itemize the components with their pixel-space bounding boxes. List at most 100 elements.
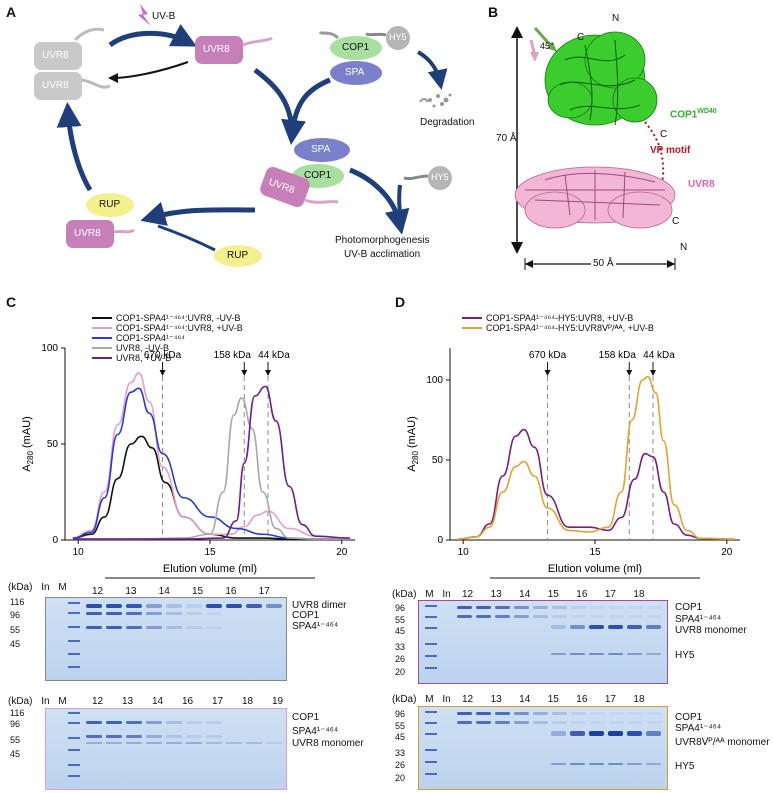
ladder-band — [425, 605, 437, 607]
fraction-number: 12 — [92, 696, 104, 707]
fraction-number: 13 — [122, 696, 134, 707]
ladder-band — [425, 616, 437, 618]
gel-band — [590, 712, 605, 715]
uvr8-monomer-label: UVR8 — [203, 44, 230, 55]
gel-d2-image — [418, 706, 668, 790]
gel-c2-header: (kDa) In M — [8, 697, 67, 707]
ladder-band — [68, 640, 80, 642]
gel-band — [533, 606, 548, 609]
fraction-number: 16 — [576, 589, 588, 600]
gel-band — [514, 721, 529, 724]
ladder-band — [68, 737, 80, 739]
gel-band — [646, 653, 661, 655]
uvr8-dimer-bottom-label: UVR8 — [42, 80, 69, 91]
mw-marker-label: 45 — [395, 732, 406, 742]
gel-band — [146, 735, 162, 738]
fraction-number: 17 — [604, 694, 616, 705]
gel-band — [206, 742, 222, 744]
n-terminus-top: N — [612, 13, 620, 24]
mw-marker-label: 116 — [10, 597, 25, 607]
panel-label-d: D — [395, 294, 406, 310]
gel-band — [166, 626, 182, 629]
gel-band — [86, 612, 102, 615]
gel-d1-header: (kDa) M In — [392, 590, 451, 600]
complex-cop1-label: COP1 — [304, 170, 332, 181]
gel-band — [126, 604, 142, 608]
degradation-fragments-icon — [419, 93, 452, 108]
dimension-vertical-label: 70 Å — [496, 133, 517, 144]
legend-entry: COP1-SPA4¹⁻⁴⁶⁴-HY5:UVR8ᐯᴾ/ᴬᴬ, +UV-B — [462, 323, 654, 333]
ladder-band — [68, 612, 80, 614]
gel-band — [186, 721, 202, 724]
gel-band — [86, 626, 102, 629]
ladder-band — [425, 711, 437, 713]
cop1-oval — [330, 36, 382, 60]
gel-band — [86, 721, 102, 724]
series-line-3 — [72, 397, 350, 540]
legend-label: COP1-SPA4¹⁻⁴⁶⁴-HY5:UVR8ᐯᴾ/ᴬᴬ, +UV-B — [486, 322, 654, 333]
ladder-band — [68, 602, 80, 604]
legend-label: UVR8, +UV-B — [116, 353, 172, 363]
gel-band — [146, 742, 162, 744]
gel-band — [206, 626, 222, 629]
chart-c: 10 15 20 0 50 100 670 kDa 158 kDa 44 kDa A280 (mA… — [21, 343, 355, 579]
gel-band — [457, 615, 472, 618]
gel-d1-image — [418, 600, 668, 684]
mw-marker-label: 26 — [395, 760, 406, 770]
uvr8-cycle-diagram — [34, 4, 452, 267]
panel-label-b: B — [488, 4, 499, 20]
legend-swatch — [92, 357, 112, 359]
complex-spa-oval — [294, 138, 350, 162]
band-label: UVR8 monomer — [675, 625, 747, 636]
fraction-number: 18 — [242, 696, 254, 707]
gel-band — [106, 604, 122, 608]
gel-band — [106, 612, 122, 615]
gel-band — [589, 731, 604, 736]
gel-band — [206, 604, 222, 608]
y-tick-label: 50 — [432, 455, 444, 466]
fraction-number: 14 — [158, 586, 170, 597]
gel-band — [646, 763, 661, 765]
gel-band — [495, 712, 510, 715]
uvb-lightning-icon — [138, 4, 151, 26]
gel-band — [647, 615, 662, 618]
band-label: SPA4¹⁻⁴⁶⁴ — [675, 723, 722, 734]
legend-label: UVR8, -UV-B — [116, 343, 170, 353]
gel-band — [647, 712, 662, 715]
gel-band — [86, 604, 102, 608]
ladder-band — [68, 749, 80, 751]
hy5-label: HY5 — [389, 32, 407, 42]
ladder-band — [68, 626, 80, 628]
marker-arrow-head — [241, 370, 248, 376]
uvr8-dimer-top — [34, 42, 82, 70]
fraction-number: 17 — [212, 696, 224, 707]
rup-free-label: RUP — [227, 250, 249, 261]
band-label: COP1 — [292, 712, 320, 723]
gel-band — [609, 721, 624, 724]
ladder-band — [68, 712, 80, 714]
x-axis-label: Elution volume (ml) — [163, 563, 257, 575]
ladder-band — [425, 643, 437, 645]
gel-band — [533, 721, 548, 724]
series-line-2 — [72, 387, 350, 540]
gel-band — [495, 721, 510, 724]
c-terminus-top: C — [577, 32, 585, 43]
c-terminus-uvr8: C — [672, 216, 680, 227]
gel-band — [589, 763, 604, 765]
gel-d1-m: M — [425, 589, 434, 600]
complex-uvr8 — [260, 167, 310, 207]
uvr8-dimer-top-label: UVR8 — [42, 50, 69, 61]
c-terminus-right: C — [660, 129, 668, 140]
gel-band — [206, 735, 222, 738]
gel-band — [457, 721, 472, 724]
structure-figure — [511, 26, 676, 270]
legend-swatch — [92, 347, 112, 349]
gel-c1-kda: (kDa) — [8, 582, 33, 593]
gel-band — [627, 731, 642, 736]
band-label: COP1 — [292, 610, 320, 621]
gel-band — [646, 731, 661, 736]
ladder-band — [68, 722, 80, 724]
gel-band — [609, 606, 624, 609]
gel-c1-image — [45, 597, 287, 681]
mw-marker-label: 55 — [10, 625, 21, 635]
